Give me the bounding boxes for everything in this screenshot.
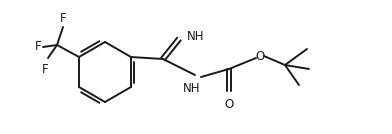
Text: O: O [255,49,265,62]
Text: F: F [60,12,66,25]
Text: F: F [42,63,48,76]
Text: O: O [224,98,234,111]
Text: NH: NH [183,82,201,95]
Text: F: F [35,40,41,53]
Text: NH: NH [187,29,205,42]
